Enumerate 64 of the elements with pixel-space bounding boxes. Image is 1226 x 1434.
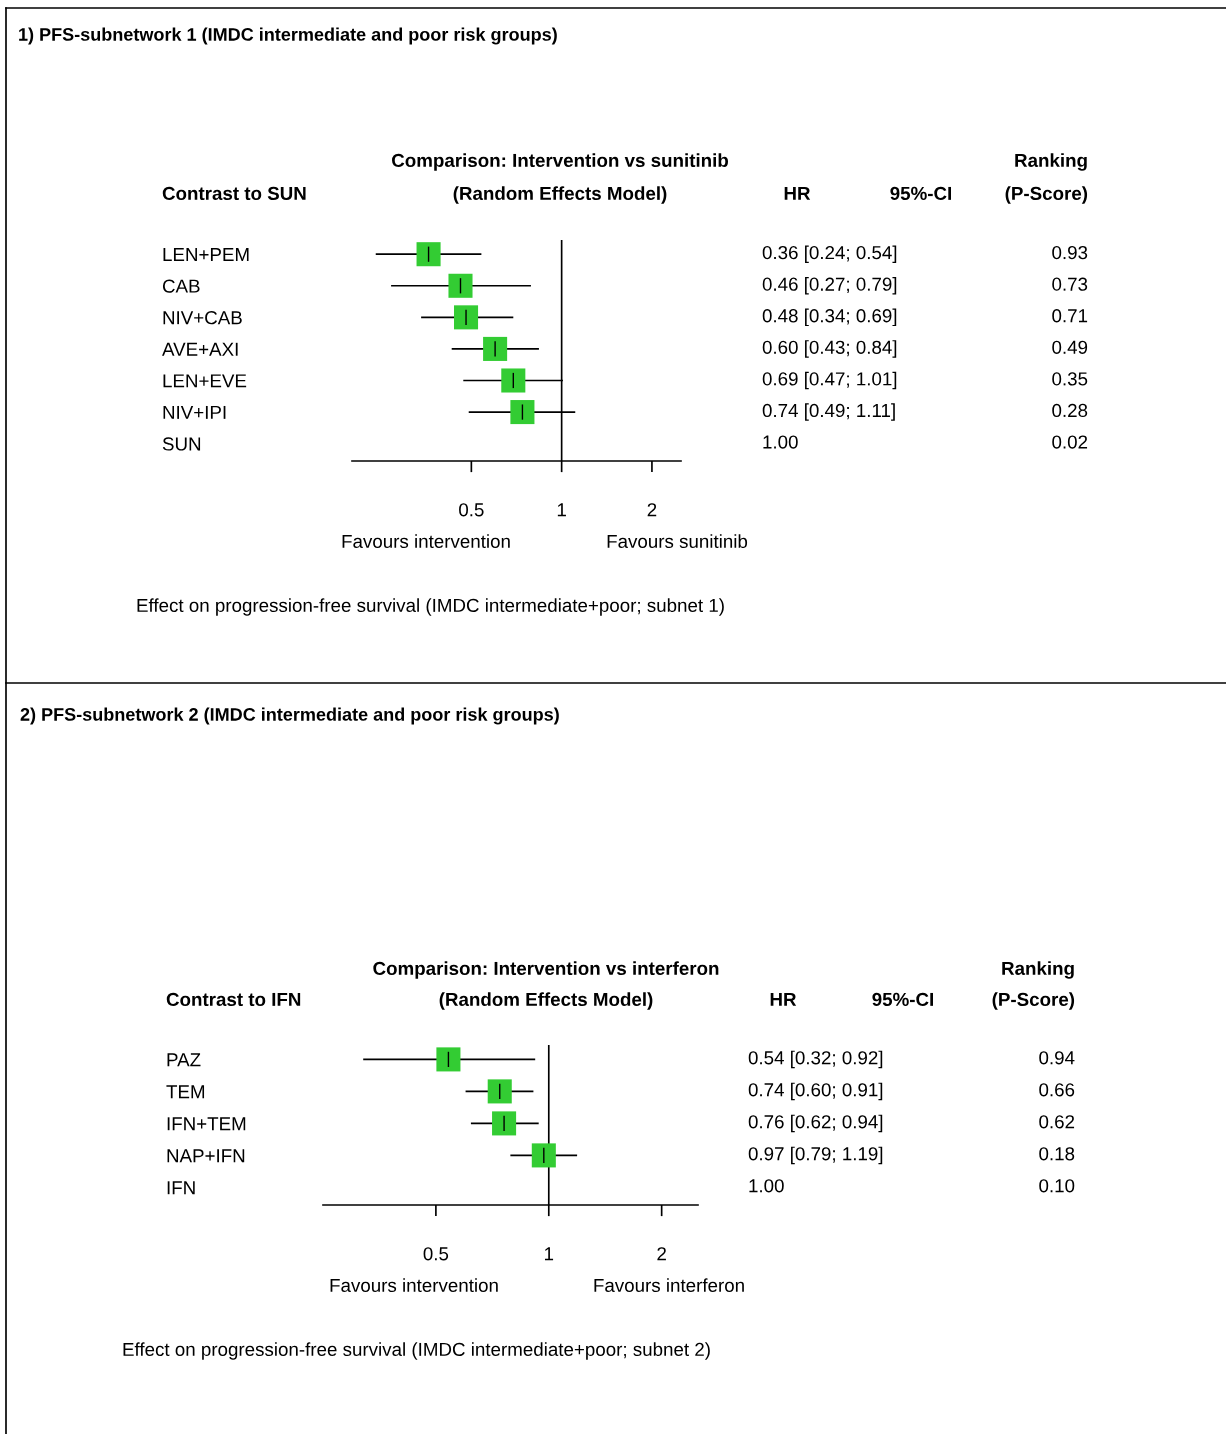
x-tick-label: 2 [647, 503, 657, 517]
data-label: 0.74 [0.49; 1.11] [762, 403, 895, 421]
text: 0.94 [1039, 1051, 1075, 1065]
text: Favours interferon [594, 1278, 744, 1293]
text: 0.49 [1052, 340, 1088, 354]
text: 1.00 [763, 435, 798, 449]
data-label: 0.60 [0.43; 0.84] [762, 340, 897, 358]
text: 0.18 [1039, 1147, 1075, 1161]
y-tick-label: TEM [166, 1085, 205, 1099]
text: Comparison: Intervention vs sunitinib [392, 153, 729, 171]
chart-title: 1) PFS-subnetwork 1 (IMDC intermediate and poor risk groups) [19, 27, 557, 45]
x-tick-label: 2 [657, 1247, 666, 1261]
text: HR [784, 186, 811, 200]
data-label: 0.74 [0.60; 0.91] [748, 1082, 883, 1101]
text: 0.73 [1052, 277, 1088, 291]
x-tick-label: 1 [544, 1247, 554, 1261]
text: Comparison: Intervention vs interferon [373, 961, 719, 979]
x-tick-label: 0.5 [459, 503, 484, 517]
x-tick-label: 1 [557, 503, 566, 517]
y-tick-label: NIV+CAB [163, 311, 242, 325]
data-label: 0.46 [0.27; 0.79] [762, 277, 897, 295]
x-tick-label: 0.5 [423, 1247, 449, 1261]
text: (Random Effects Model) [439, 992, 653, 1010]
text: 95%-CI [872, 992, 934, 1007]
data-label: 0.54 [0.32; 0.92] [748, 1050, 883, 1069]
text: HR [770, 992, 797, 1006]
data-label: 0.97 [0.79; 1.19] [748, 1146, 883, 1165]
text: 0.28 [1052, 403, 1088, 418]
text: Favours intervention [342, 534, 510, 549]
y-tick-label: SUN [162, 437, 201, 451]
text: 1.00 [749, 1179, 784, 1193]
text: 0.93 [1052, 245, 1088, 260]
text: (P-Score) [992, 992, 1075, 1010]
y-tick-label: IFN+TEM [167, 1117, 246, 1131]
data-label: 0.76 [0.62; 0.94] [748, 1114, 883, 1133]
text: 0.66 [1039, 1083, 1075, 1097]
y-tick-label: AVE+AXI [162, 342, 238, 356]
y-tick-label: NAP+IFN [167, 1149, 245, 1163]
text: 0.35 [1052, 372, 1088, 386]
chart-title: 2) PFS-subnetwork 2 (IMDC intermediate and poor risk groups) [20, 707, 559, 725]
text: Ranking [1002, 961, 1074, 979]
text: (Random Effects Model) [453, 186, 667, 204]
y-tick-label: PAZ [167, 1053, 201, 1067]
y-tick-label: NIV+IPI [163, 405, 226, 419]
text: Contrast to SUN [162, 186, 306, 201]
text: Ranking [1015, 153, 1087, 171]
data-label: 0.36 [0.24; 0.54] [762, 245, 897, 263]
text: 0.10 [1039, 1179, 1075, 1193]
data-label: 0.48 [0.34; 0.69] [762, 308, 897, 327]
text: (P-Score) [1005, 186, 1088, 204]
y-tick-label: LEN+EVE [163, 374, 247, 388]
text: Contrast to IFN [166, 992, 301, 1007]
text: 95%-CI [890, 186, 952, 201]
text: 0.02 [1052, 435, 1088, 449]
text: Favours sunitinib [607, 534, 748, 549]
y-tick-label: CAB [162, 279, 200, 293]
text: 0.62 [1039, 1115, 1075, 1129]
text: 0.71 [1052, 309, 1088, 323]
y-tick-label: LEN+PEM [163, 248, 249, 261]
data-label: 0.69 [0.47; 1.01] [762, 371, 897, 390]
x-axis-title: Effect on progression-free survival (IMDC intermediate+poor; subnet 2) [123, 1342, 710, 1360]
text: Favours intervention [330, 1278, 498, 1293]
x-axis-title: Effect on progression-free survival (IMDC intermediate+poor; subnet 1) [137, 598, 724, 616]
y-tick-label: IFN [167, 1181, 195, 1195]
